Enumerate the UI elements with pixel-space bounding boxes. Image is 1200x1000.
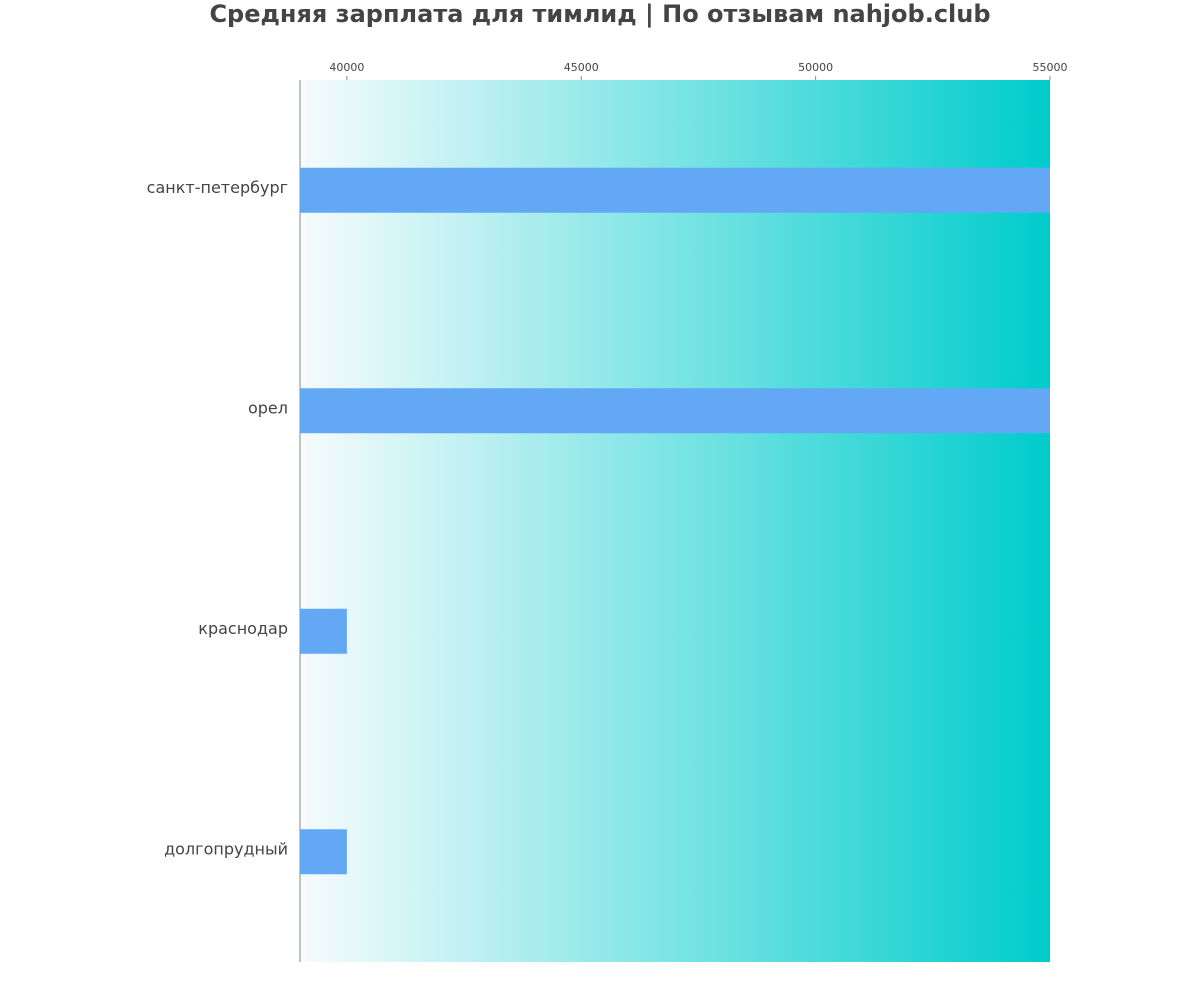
y-tick-label: долгопрудный xyxy=(164,839,288,858)
bar xyxy=(300,608,347,654)
y-tick-label: краснодар xyxy=(198,619,288,638)
bar xyxy=(300,829,347,875)
bar xyxy=(300,388,1050,434)
x-tick-label: 40000 xyxy=(329,61,364,74)
x-tick-label: 55000 xyxy=(1033,61,1068,74)
plot-background xyxy=(300,80,1050,962)
bar xyxy=(300,167,1050,213)
x-tick-label: 50000 xyxy=(798,61,833,74)
x-tick-label: 45000 xyxy=(564,61,599,74)
y-tick-label: санкт-петербург xyxy=(147,178,288,197)
y-tick-label: орел xyxy=(248,398,288,417)
chart-title: Средняя зарплата для тимлид | По отзывам… xyxy=(209,0,990,28)
